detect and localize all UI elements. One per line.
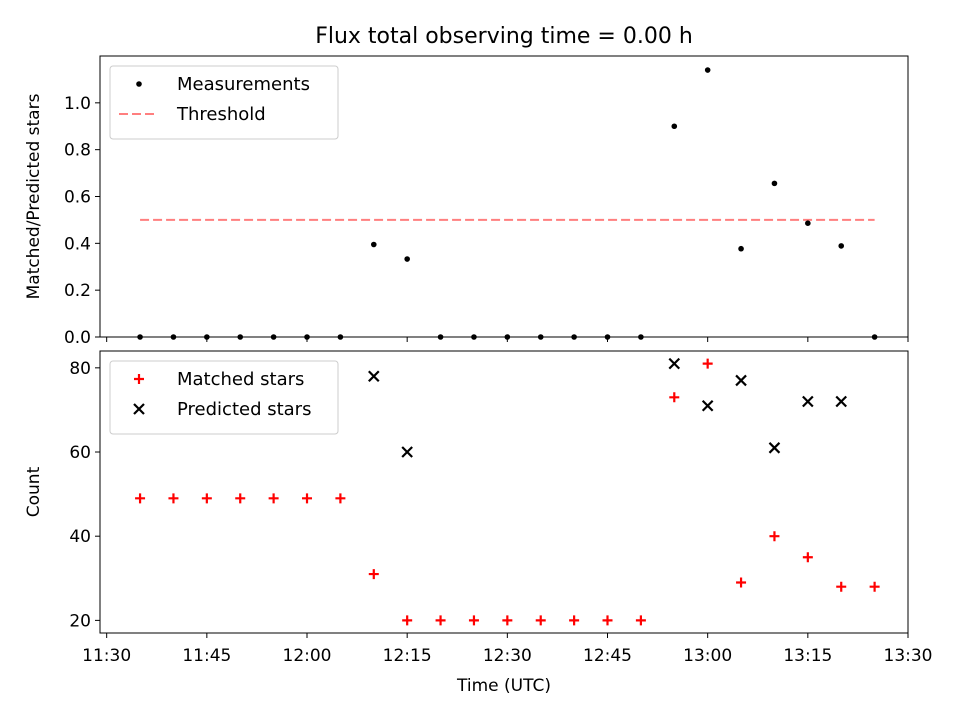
data-point	[302, 493, 313, 504]
y-tick-label: 40	[69, 527, 91, 547]
data-point	[237, 334, 244, 340]
data-point	[437, 334, 444, 340]
data-point	[571, 334, 577, 340]
x-tick-label: 13:15	[783, 646, 832, 666]
y-axis-label: Matched/Predicted stars	[24, 93, 44, 299]
data-point	[668, 357, 681, 370]
x-tick-label: 12:15	[383, 646, 432, 666]
x-tick-label: 12:30	[483, 646, 532, 666]
data-point	[168, 493, 179, 504]
data-point	[871, 334, 878, 340]
data-point	[802, 552, 813, 563]
legend-label: Threshold	[176, 104, 266, 125]
data-point	[235, 493, 246, 504]
data-point	[604, 334, 611, 340]
legend: Measurements Threshold	[109, 65, 339, 140]
legend: Matched stars Predicted stars	[109, 360, 339, 435]
data-point	[836, 581, 847, 592]
data-point	[471, 334, 477, 340]
data-point	[869, 581, 880, 592]
y-tick-label: 80	[69, 359, 91, 379]
series-predicted-stars	[368, 357, 848, 458]
x-tick-label: 12:45	[583, 646, 632, 666]
data-point	[335, 493, 346, 504]
data-point	[805, 220, 811, 226]
data-point	[268, 493, 279, 504]
data-point	[735, 374, 747, 387]
x-tick-label: 13:00	[683, 646, 732, 666]
data-point	[602, 615, 613, 626]
x-tick-label: 11:30	[82, 646, 131, 666]
data-point	[769, 531, 780, 542]
data-point	[701, 399, 714, 412]
series-matched-stars	[135, 358, 880, 626]
y-tick-label: 60	[69, 443, 91, 463]
data-point	[635, 615, 646, 626]
data-point	[204, 334, 210, 340]
legend-label: Measurements	[177, 74, 310, 95]
y-tick-label: 1.0	[64, 94, 91, 114]
legend-box	[109, 65, 339, 140]
data-point	[535, 615, 546, 626]
data-point	[337, 334, 344, 340]
data-point	[402, 615, 413, 626]
legend-marker	[136, 81, 142, 87]
data-point	[435, 615, 446, 626]
y-tick-label: 0.6	[64, 188, 91, 208]
x-axis-label: Time (UTC)	[456, 676, 551, 696]
data-point	[201, 493, 212, 504]
data-point	[702, 358, 713, 369]
data-point	[771, 180, 778, 187]
data-point	[638, 334, 644, 340]
data-point	[304, 334, 310, 340]
legend-marker	[133, 403, 145, 415]
data-point	[270, 334, 277, 340]
plot-frame	[99, 350, 909, 634]
data-point	[135, 493, 146, 504]
data-point	[671, 123, 678, 130]
data-point	[669, 392, 680, 403]
data-point	[370, 241, 377, 248]
data-point	[404, 256, 410, 262]
series-measurements	[137, 67, 878, 340]
x-tick-label: 13:30	[884, 646, 933, 666]
data-point	[569, 615, 580, 626]
legend-label: Matched stars	[177, 369, 304, 390]
legend-label: Predicted stars	[177, 399, 311, 420]
data-point	[368, 569, 379, 580]
data-point	[401, 446, 413, 458]
data-point	[738, 245, 744, 252]
data-point	[170, 334, 177, 340]
legend-marker	[134, 374, 144, 384]
x-tick-label: 11:45	[182, 646, 231, 666]
y-tick-label: 20	[69, 611, 91, 631]
data-point	[802, 395, 814, 408]
chart-title: Flux total observing time = 0.00 h	[315, 24, 693, 49]
chart-panel-2: 20 40 60 80 11:30 11:45 12:00 12:15 12:30 12:45 13…	[24, 350, 933, 696]
y-axis-label: Count	[24, 466, 44, 517]
data-point	[502, 615, 513, 626]
data-point	[835, 395, 848, 408]
data-point	[368, 370, 380, 383]
x-tick-label: 12:00	[283, 646, 332, 666]
data-point	[537, 334, 544, 340]
data-point	[468, 615, 479, 626]
data-point	[736, 577, 747, 588]
data-point	[768, 442, 781, 454]
data-point	[137, 334, 143, 340]
y-tick-label: 0.0	[64, 328, 91, 348]
legend-box	[109, 360, 339, 435]
y-tick-label: 0.4	[64, 234, 91, 254]
y-tick-label: 0.8	[64, 141, 91, 161]
chart-panel-1: Flux total observing time = 0.00 h 0.0 0.2…	[24, 24, 909, 348]
y-tick-label: 0.2	[64, 281, 91, 301]
data-point	[838, 243, 845, 249]
data-point	[704, 67, 711, 73]
data-point	[504, 334, 511, 340]
